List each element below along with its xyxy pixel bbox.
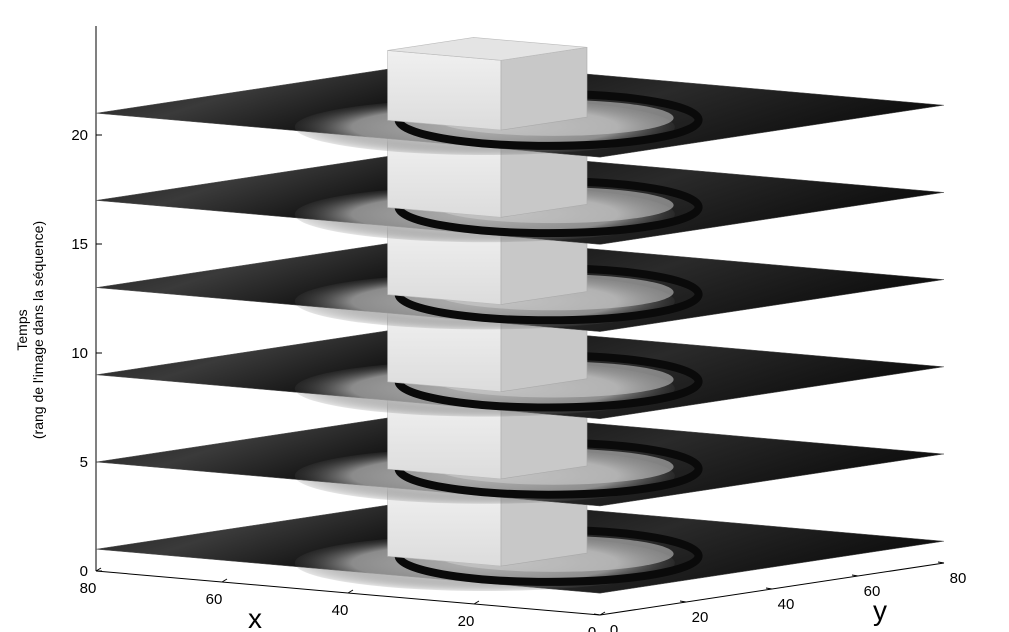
slice-21 <box>95 37 945 158</box>
roi-cube-side <box>500 46 588 131</box>
y-tick-mark <box>851 574 859 577</box>
z-axis-label-line2: (rang de l'image dans la séquence) <box>30 221 46 439</box>
y-tick-mark <box>679 600 687 603</box>
x-tick-label: 60 <box>206 591 223 608</box>
axes <box>95 26 945 616</box>
y-tick-label: 60 <box>864 583 881 600</box>
z-tick-label: 15 <box>71 236 88 253</box>
z-tick-label: 0 <box>80 563 88 580</box>
x-tick-label: 20 <box>458 613 475 630</box>
roi-cube-front <box>387 50 502 131</box>
slice-17 <box>95 124 945 245</box>
y-axis-label: y <box>873 595 887 626</box>
y-tick-mark <box>765 587 773 590</box>
z-tick-label: 10 <box>71 345 88 362</box>
x-tick-mark <box>347 589 354 594</box>
slices <box>95 37 945 594</box>
x-tick-label: 80 <box>80 580 97 597</box>
y-tick-label: 80 <box>950 570 967 587</box>
x-tick-mark <box>473 600 480 605</box>
y-tick-mark <box>593 613 601 616</box>
roi-cube-top <box>387 37 588 61</box>
z-axis-label-line1: Temps <box>14 309 30 350</box>
z-tick-label: 20 <box>71 127 88 144</box>
x-axis-label: x <box>248 603 262 632</box>
tick-labels: 02040608002040608005101520 <box>71 127 966 632</box>
x-tick-label: 0 <box>588 624 596 632</box>
y-tick-label: 0 <box>610 622 618 632</box>
z-tick-label: 5 <box>80 454 88 471</box>
x-tick-mark <box>221 578 228 583</box>
y-tick-mark <box>937 561 945 564</box>
y-tick-label: 20 <box>692 609 709 626</box>
x-tick-label: 40 <box>332 602 349 619</box>
x-tick-mark <box>599 611 606 616</box>
y-tick-label: 40 <box>778 596 795 613</box>
